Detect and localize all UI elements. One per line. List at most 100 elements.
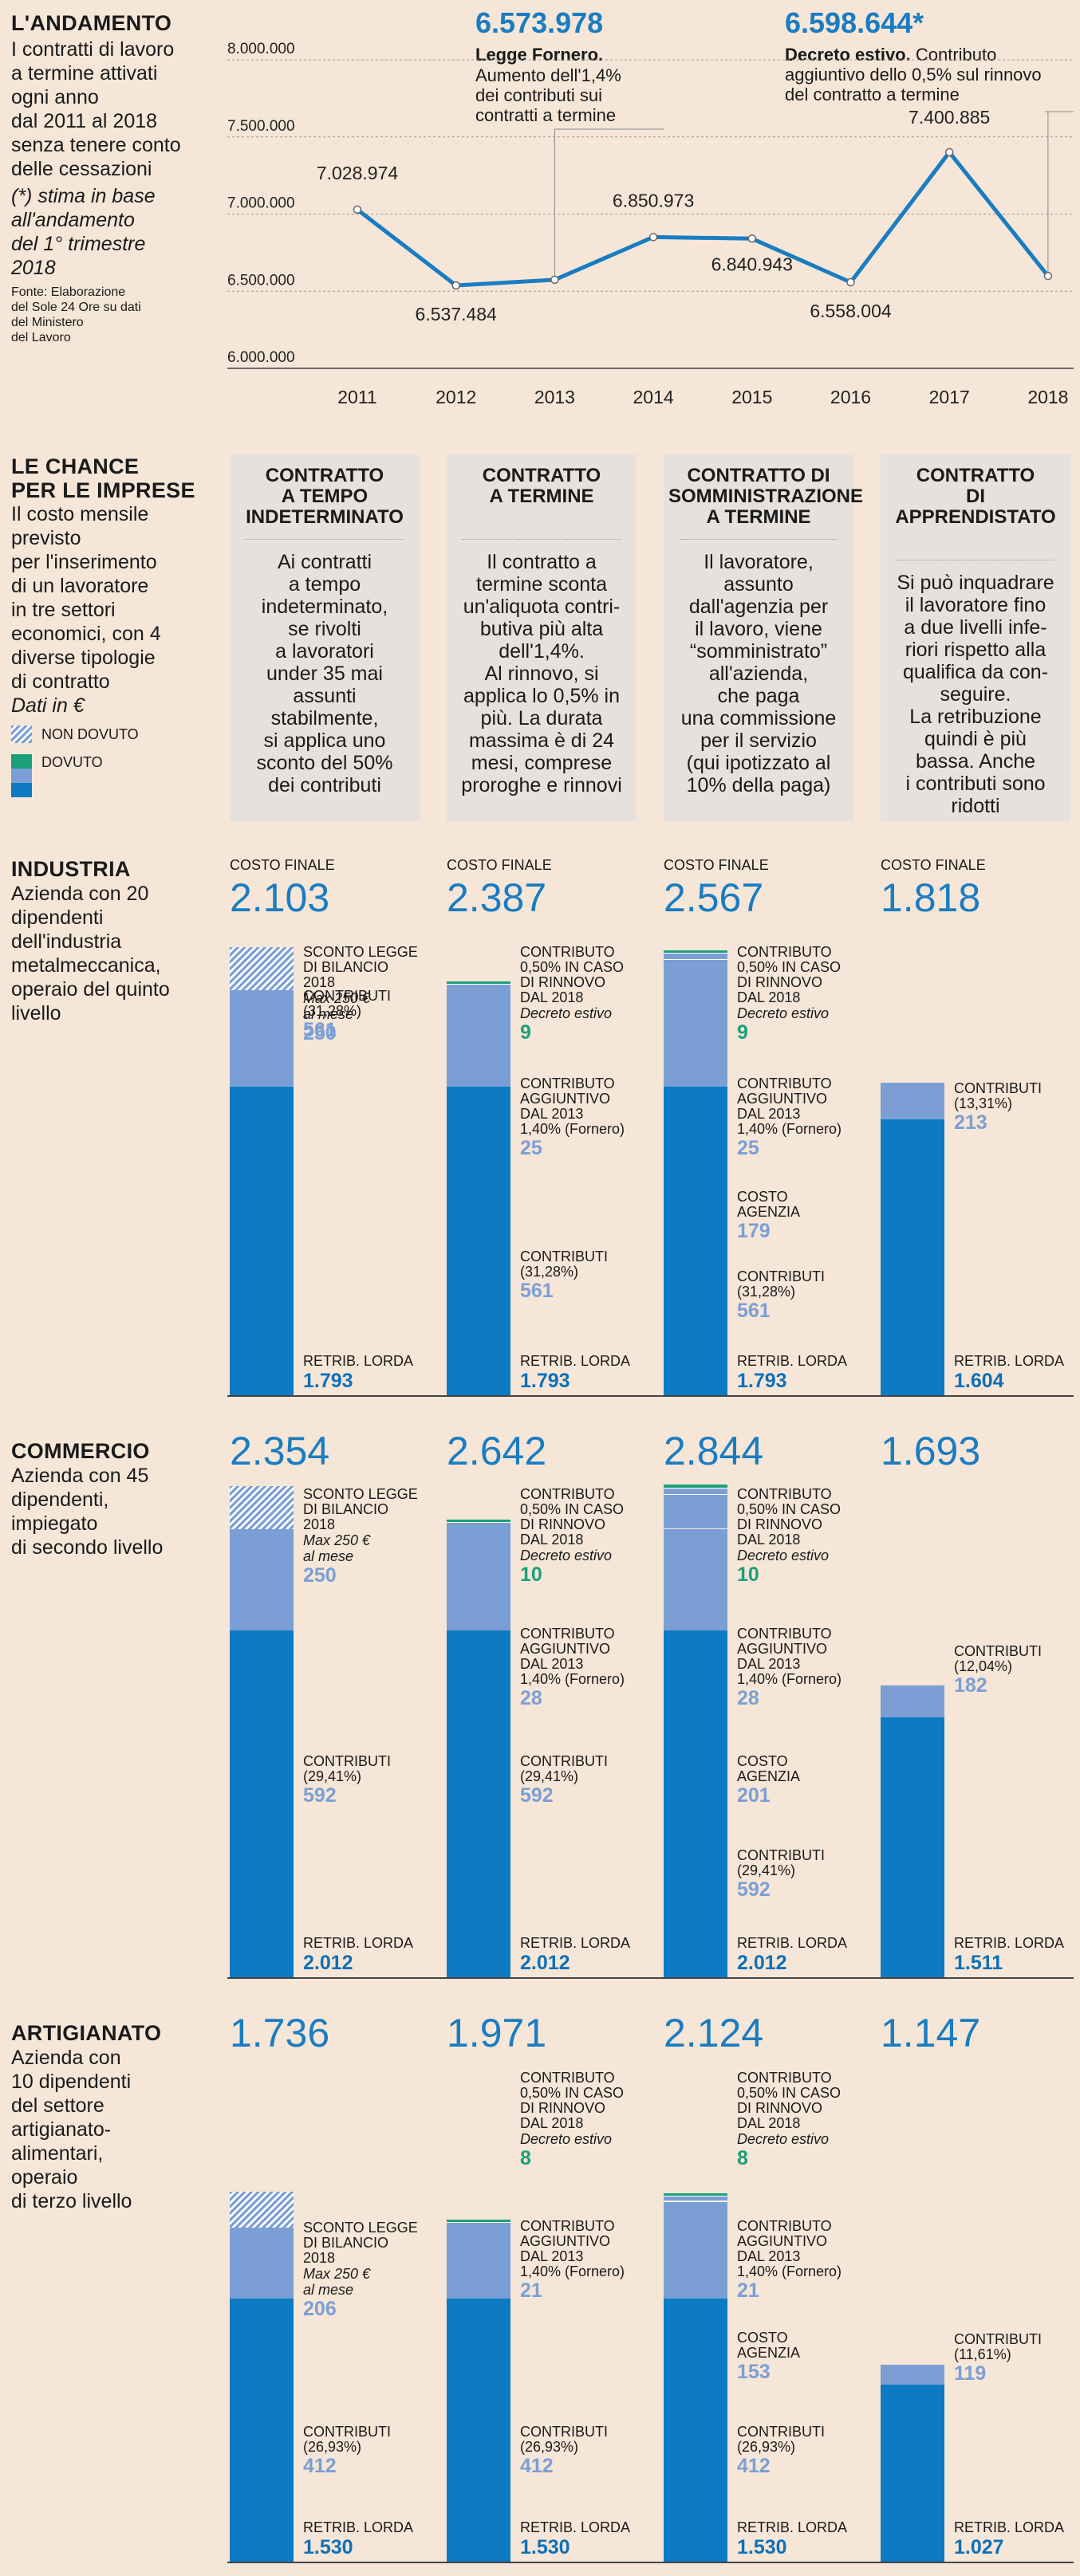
contributo-rinnovo-value: 10 — [520, 1563, 542, 1586]
contributo-rinnovo-label: DAL 2018 — [737, 989, 801, 1005]
contributo-rinnovo-label: 0,50% IN CASO — [737, 2085, 842, 2101]
y-tick-label: 7.500.000 — [227, 118, 295, 135]
data-label: 6.850.973 — [613, 190, 694, 210]
contributi-value: 561 — [303, 1018, 337, 1041]
retrib-lorda-label: RETRIB. LORDA — [303, 2519, 414, 2535]
contributi-group: CONTRIBUTI (29,41%) 592 — [520, 1754, 608, 1807]
bar-contributo-rinnovo — [447, 981, 510, 984]
retrib-lorda-value: 1.793 — [737, 1370, 787, 1392]
series-line — [356, 150, 1050, 288]
contributi-pct: (11,61%) — [954, 2346, 1011, 2363]
callout-decreto: 6.598.644* Decreto estivo. Contributo ag… — [785, 6, 1080, 104]
contributi-pct: (31,28%) — [520, 1264, 579, 1280]
sector-desc-line: dell'industria — [11, 930, 122, 953]
sconto-label: 2018 — [303, 974, 336, 990]
bar-contributi — [664, 1528, 727, 1631]
card-body: Si può inquadrare il lavoratore fino a due… — [897, 572, 1054, 817]
contributo-aggiuntivo-label: CONTRIBUTO — [520, 2218, 615, 2234]
data-label: 6.558.004 — [810, 301, 892, 321]
bar-retrib-lorda — [447, 1630, 510, 1977]
contributo-rinnovo-label: 0,50% IN CASO — [737, 1501, 842, 1517]
sconto-label: SCONTO LEGGE — [303, 2220, 418, 2236]
contributo-rinnovo-label: DAL 2018 — [737, 1532, 801, 1548]
bar-contributo-fornero — [447, 984, 510, 990]
contributo-aggiuntivo-label: 1,40% (Fornero) — [520, 1671, 625, 1687]
sector-title: COMMERCIO — [11, 1439, 150, 1463]
contributo-rinnovo-label: CONTRIBUTO — [520, 944, 615, 960]
bar-sconto-non-dovuto — [230, 946, 294, 990]
costo-agenzia-group: COSTO AGENZIA 201 — [737, 1754, 800, 1807]
bar-costo-agenzia — [664, 1494, 727, 1529]
contributi-label: CONTRIBUTI — [954, 1643, 1042, 1660]
sector-title: ARTIGIANATO — [11, 2021, 162, 2045]
contributo-rinnovo-group: CONTRIBUTO 0,50% IN CASO DI RINNOVO DAL 201… — [520, 1487, 624, 1587]
contributi-label: CONTRIBUTI — [303, 1753, 391, 1769]
contributo-aggiuntivo-label: CONTRIBUTO — [737, 1076, 832, 1091]
andamento-title: L'ANDAMENTO — [11, 11, 172, 35]
retrib-lorda-label: RETRIB. LORDA — [954, 1935, 1065, 1951]
contributo-rinnovo-note: Decreto estivo — [737, 1005, 830, 1021]
andamento-source: Fonte: Elaborazione del Sole 24 Ore su d… — [11, 285, 141, 344]
bar-retrib-lorda — [664, 1086, 727, 1395]
contributo-aggiuntivo-label: CONTRIBUTO — [737, 2218, 832, 2234]
sector-desc: Azienda con 45 dipendenti, impiegato di sec… — [11, 1464, 211, 1559]
contributi-value: 592 — [520, 1784, 554, 1807]
andamento-sidebar: L'ANDAMENTO I contratti di lavoro a term… — [11, 11, 203, 345]
sector-desc-line: impiegato — [11, 1512, 98, 1535]
card-title: CONTRATTO A TERMINE — [482, 465, 601, 507]
sector-desc: Azienda con 10 dipendenti del settore artig… — [11, 2046, 211, 2213]
bar-retrib-lorda — [881, 2385, 944, 2562]
contributo-rinnovo-label: 0,50% IN CASO — [520, 2085, 625, 2101]
contributo-rinnovo-label: CONTRIBUTO — [737, 1486, 832, 1502]
contributo-rinnovo-note: Decreto estivo — [520, 1548, 613, 1563]
retrib-lorda-label: RETRIB. LORDA — [954, 1353, 1065, 1369]
contributo-aggiuntivo-label: DAL 2013 — [737, 1656, 801, 1672]
sector-title: INDUSTRIA — [11, 857, 131, 881]
sconto-value: 206 — [303, 2298, 337, 2320]
contributo-aggiuntivo-group: CONTRIBUTO AGGIUNTIVO DAL 2013 1,40% (Forne… — [520, 1626, 625, 1710]
bar-contributo-fornero — [664, 2196, 727, 2201]
contributo-rinnovo-note: Decreto estivo — [520, 2131, 613, 2147]
bar-contributi — [230, 989, 294, 1087]
costo-agenzia-label: AGENZIA — [737, 1768, 801, 1784]
sconto-label: DI BILANCIO — [303, 1501, 389, 1517]
bar-retrib-lorda — [664, 2298, 727, 2562]
contributi-pct: (29,41%) — [737, 1862, 796, 1878]
line-chart: 8.000.000 7.500.000 7.000.000 6.500.000 6.00… — [227, 41, 1074, 407]
retrib-lorda-value: 1.530 — [737, 2536, 787, 2558]
bar-contributi — [447, 989, 510, 1087]
contributo-rinnovo-label: DI RINNOVO — [737, 2100, 823, 2116]
y-tick-label: 7.000.000 — [227, 195, 295, 212]
andamento-desc: I contratti di lavoro a termine attivati… — [11, 38, 181, 180]
contributo-rinnovo-group: CONTRIBUTO 0,50% IN CASO DI RINNOVO DAL 201… — [520, 945, 624, 1044]
costo-finale-value: 1.693 — [881, 1429, 981, 1473]
contributo-aggiuntivo-label: 1,40% (Fornero) — [737, 1121, 842, 1137]
retrib-lorda-value: 1.530 — [520, 2536, 570, 2558]
contributi-label: CONTRIBUTI — [954, 1080, 1042, 1096]
contributo-rinnovo-group: CONTRIBUTO 0,50% IN CASO DI RINNOVO DAL 201… — [737, 1487, 841, 1587]
callout-fornero: 6.573.978 Legge Fornero. Aumento dell'1,… — [475, 6, 659, 125]
bar-retrib-lorda — [230, 2298, 294, 2562]
costo-finale-value: 2.354 — [230, 1429, 330, 1473]
bar-contributo-fornero — [664, 953, 727, 959]
andamento-note: (*) stima in base all'andamento del 1° t… — [11, 185, 156, 279]
x-tick-label: 2018 — [1027, 387, 1068, 407]
costo-finale-value: 1.818 — [881, 875, 981, 920]
contributi-value: 592 — [737, 1878, 771, 1901]
bar-contributo-fornero — [664, 1487, 727, 1495]
contributi-group: CONTRIBUTI (31,28%) 561 — [520, 1249, 608, 1303]
bar-contributo-rinnovo — [664, 950, 727, 954]
bar-contributi — [881, 1685, 944, 1717]
contributo-rinnovo-label: DAL 2018 — [737, 2115, 801, 2131]
costo-finale-label: COSTO FINALE — [447, 857, 552, 873]
costo-agenzia-group: COSTO AGENZIA 179 — [737, 1190, 800, 1243]
x-tick-label: 2016 — [830, 387, 871, 407]
contributo-rinnovo-value: 9 — [737, 1021, 748, 1044]
retrib-lorda-value: 2.012 — [520, 1952, 570, 1974]
contributi-value: 561 — [520, 1280, 554, 1302]
costo-finale-value: 1.147 — [881, 2011, 981, 2055]
data-point — [353, 205, 362, 214]
sector-desc-line: Azienda con 45 — [11, 1465, 149, 1487]
contributo-rinnovo-label: 0,50% IN CASO — [520, 959, 625, 975]
contributi-pct: (26,93%) — [737, 2439, 796, 2455]
